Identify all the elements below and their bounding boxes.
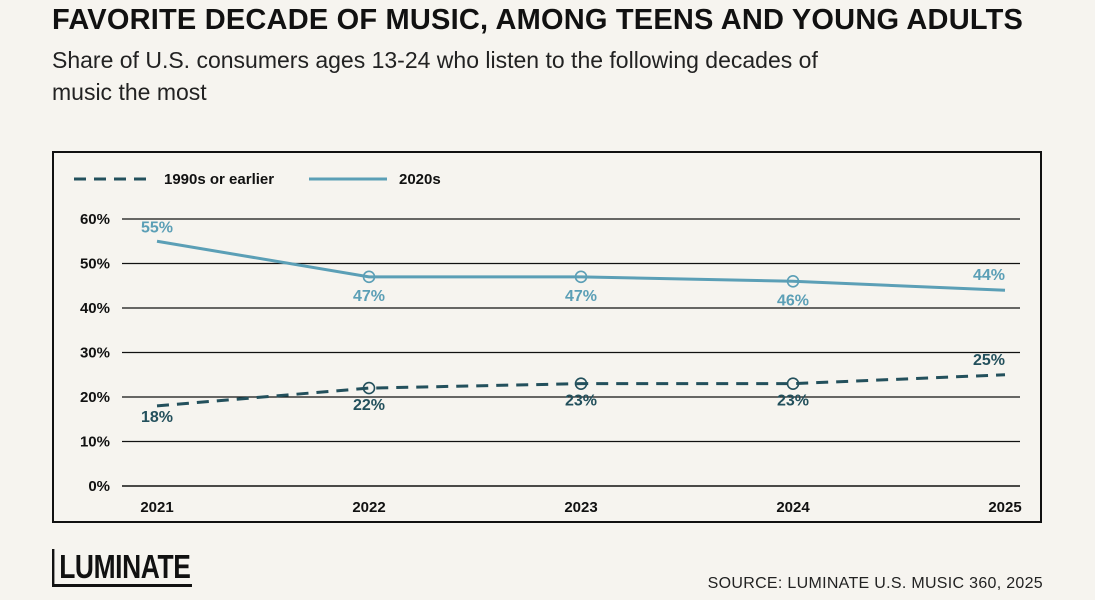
- data-label: 23%: [565, 393, 597, 410]
- x-tick-label: 2021: [140, 499, 173, 516]
- data-point-marker: [574, 377, 588, 390]
- data-label: 46%: [777, 292, 809, 309]
- x-tick-label: 2025: [988, 499, 1021, 516]
- data-point-marker: [362, 381, 376, 395]
- data-label: 22%: [353, 397, 385, 414]
- y-tick-label: 50%: [80, 256, 110, 273]
- source-note: SOURCE: LUMINATE U.S. MUSIC 360, 2025: [707, 575, 1043, 592]
- x-tick-label: 2024: [776, 499, 810, 516]
- series-line-1: [156, 373, 1006, 408]
- data-point-marker: [786, 275, 800, 288]
- y-tick-label: 60%: [80, 211, 110, 228]
- data-point-marker: [362, 270, 376, 284]
- data-point-marker: [574, 270, 588, 284]
- y-tick-label: 10%: [80, 434, 110, 451]
- data-label: 23%: [777, 393, 809, 410]
- luminate-logo: LUMINATE: [52, 549, 192, 587]
- chart-title: FAVORITE DECADE OF MUSIC, AMONG TEENS AN…: [52, 4, 1024, 36]
- x-tick-label: 2022: [352, 499, 385, 516]
- chart-frame: 0% 10% 20% 30% 40% 50% 60% 2021 2022 2023 2024 2025…: [52, 151, 1042, 523]
- series-line-2: [156, 239, 1006, 292]
- y-tick-label: 40%: [80, 300, 110, 317]
- legend-label-1: 1990s or earlier: [164, 171, 274, 188]
- data-point-marker: [786, 377, 800, 390]
- chart-subtitle: Share of U.S. consumers ages 13-24 who l…: [52, 47, 818, 105]
- legend-label-2: 2020s: [399, 171, 441, 188]
- data-label: 47%: [353, 288, 385, 305]
- data-label: 55%: [141, 219, 173, 236]
- x-tick-label: 2023: [564, 499, 597, 516]
- data-label: 44%: [973, 267, 1005, 284]
- data-label: 47%: [565, 288, 597, 305]
- data-label: 25%: [973, 352, 1005, 369]
- data-label: 18%: [141, 409, 173, 426]
- y-tick-label: 0%: [88, 478, 110, 495]
- line-chart: 0% 10% 20% 30% 40% 50% 60% 2021 2022 2023 2024 2025…: [74, 171, 1022, 516]
- y-tick-label: 30%: [80, 345, 110, 362]
- y-tick-label: 20%: [80, 389, 110, 406]
